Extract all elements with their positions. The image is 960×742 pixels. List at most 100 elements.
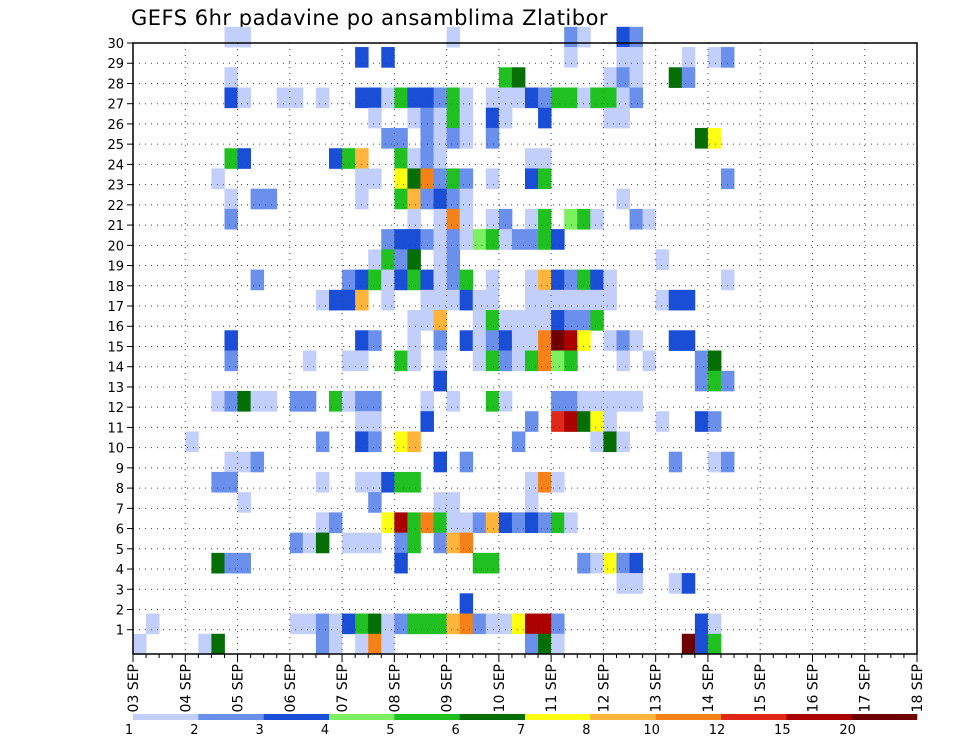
heatmap-cell: [394, 431, 408, 453]
heatmap-cell: [525, 289, 539, 311]
heatmap-cell: [394, 188, 408, 210]
heatmap-cell: [315, 471, 330, 493]
heatmap-cell: [551, 471, 565, 493]
heatmap-cell: [577, 289, 591, 311]
heatmap-cell: [694, 633, 709, 655]
heatmap-cell: [590, 552, 604, 574]
heatmap-cell: [525, 269, 539, 291]
x-tick-label: 09 SEP: [440, 664, 456, 712]
heatmap-cell: [276, 87, 291, 109]
colorbar-label: 10: [643, 723, 660, 738]
heatmap-cell: [368, 633, 382, 655]
heatmap-cell: [185, 431, 199, 453]
heatmap-cell: [433, 350, 447, 372]
heatmap-cell: [511, 613, 526, 635]
y-tick-label: 3: [116, 583, 124, 598]
heatmap-cell: [459, 593, 474, 614]
heatmap-cell: [538, 471, 552, 493]
heatmap-cell: [590, 208, 604, 230]
heatmap-cell: [381, 471, 395, 493]
y-tick-label: 26: [107, 118, 124, 133]
heatmap-cell: [511, 431, 526, 453]
heatmap-cell: [407, 350, 421, 372]
y-tick-label: 20: [107, 239, 124, 254]
y-tick-label: 6: [116, 523, 124, 538]
x-tick-label: 03 SEP: [126, 664, 142, 712]
heatmap-cell: [355, 148, 369, 169]
colorbar-label: 12: [709, 723, 726, 738]
heatmap-cell: [355, 350, 369, 372]
heatmap-cell: [707, 350, 722, 372]
heatmap-cell: [211, 633, 225, 655]
heatmap-cell: [381, 127, 395, 149]
colorbar-swatch: [329, 714, 395, 720]
heatmap-cell: [603, 67, 617, 88]
heatmap-cell: [224, 330, 238, 351]
heatmap-cell: [368, 249, 382, 270]
heatmap-cell: [538, 613, 552, 635]
heatmap-cell: [551, 633, 565, 655]
heatmap-cell: [629, 390, 643, 412]
heatmap-cell: [329, 613, 343, 635]
y-tick-label: 19: [107, 260, 124, 275]
heatmap-cell: [707, 633, 722, 655]
heatmap-cell: [420, 229, 434, 250]
heatmap-cell: [538, 148, 552, 169]
heatmap-cell: [381, 613, 395, 635]
heatmap-cell: [485, 208, 500, 230]
heatmap-cell: [446, 107, 461, 129]
heatmap-cell: [315, 613, 330, 635]
y-tick-label: 1: [116, 624, 124, 639]
colorbar-label: 15: [774, 723, 791, 738]
heatmap-cell: [668, 451, 683, 473]
heatmap-cell: [446, 269, 461, 291]
colorbar-label: 4: [321, 723, 329, 738]
heatmap-cell: [485, 390, 500, 412]
heatmap-cell: [224, 26, 238, 48]
heatmap-cell: [694, 370, 709, 392]
heatmap-cell: [394, 471, 408, 493]
colorbar-swatch: [525, 714, 591, 720]
heatmap-cell: [525, 87, 539, 109]
heatmap-cell: [538, 208, 552, 230]
heatmap-cell: [577, 552, 591, 574]
y-tick-label: 23: [107, 179, 124, 194]
heatmap-cell: [329, 390, 343, 412]
heatmap-cell: [224, 188, 238, 210]
heatmap-cell: [381, 87, 395, 109]
x-tick-label: 07 SEP: [335, 664, 351, 712]
colorbar-swatch: [459, 714, 526, 720]
colorbar-swatch: [786, 714, 852, 720]
heatmap-cell: [551, 269, 565, 291]
heatmap-cell: [629, 67, 643, 88]
heatmap-cell: [668, 573, 683, 594]
heatmap-cell: [485, 350, 500, 372]
colorbar-label: 3: [256, 723, 264, 738]
heatmap-cell: [551, 229, 565, 250]
heatmap-cell: [498, 208, 513, 230]
heatmap-cell: [485, 168, 500, 190]
heatmap-cell: [707, 370, 722, 392]
heatmap-cell: [538, 229, 552, 250]
colorbar-swatch: [655, 714, 722, 720]
heatmap-cell: [289, 532, 304, 554]
heatmap-cell: [237, 148, 251, 169]
heatmap-cell: [446, 512, 461, 534]
heatmap-cell: [250, 188, 265, 210]
heatmap-cell: [368, 269, 382, 291]
heatmap-cell: [394, 168, 408, 190]
heatmap-cell: [590, 390, 604, 412]
heatmap-cell: [590, 269, 604, 291]
heatmap-cell: [355, 633, 369, 655]
heatmap-cell: [538, 289, 552, 311]
heatmap-cell: [342, 350, 356, 372]
heatmap-cell: [342, 289, 356, 311]
heatmap-cell: [459, 532, 474, 554]
heatmap-cell: [603, 269, 617, 291]
heatmap-cell: [551, 87, 565, 109]
heatmap-cell: [498, 330, 513, 351]
heatmap-cell: [329, 148, 343, 169]
heatmap-cell: [368, 471, 382, 493]
heatmap-cell: [355, 613, 369, 635]
heatmap-cell: [224, 87, 238, 109]
